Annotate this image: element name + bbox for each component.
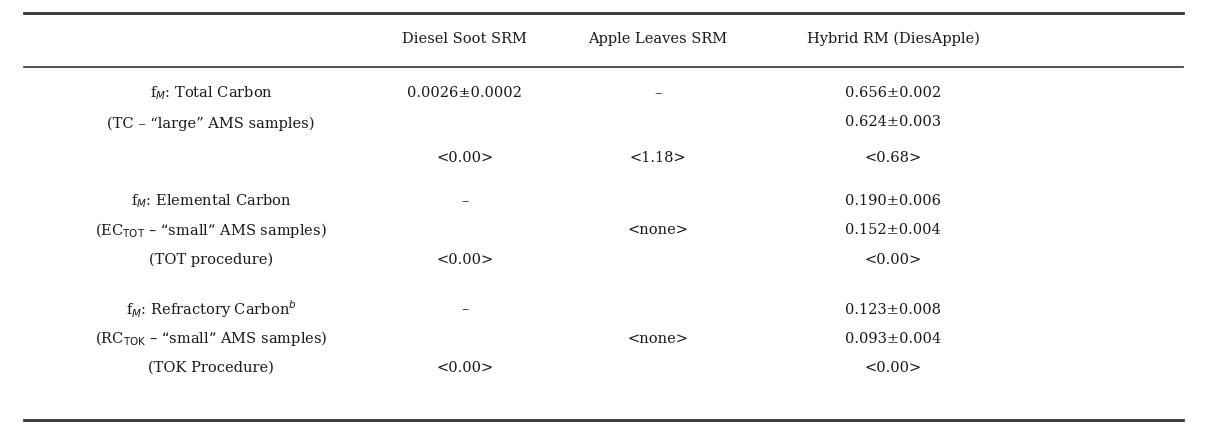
Text: 0.0026±0.0002: 0.0026±0.0002 xyxy=(407,86,523,100)
Text: 0.123±0.008: 0.123±0.008 xyxy=(845,303,941,317)
Text: f$_M$: Refractory Carbon$^b$: f$_M$: Refractory Carbon$^b$ xyxy=(126,299,297,320)
Text: (RC$_{\mathrm{TOK}}$ – “small” AMS samples): (RC$_{\mathrm{TOK}}$ – “small” AMS sampl… xyxy=(95,329,327,348)
Text: 0.093±0.004: 0.093±0.004 xyxy=(845,332,941,346)
Text: f$_M$: Elemental Carbon: f$_M$: Elemental Carbon xyxy=(132,193,291,210)
Text: <0.00>: <0.00> xyxy=(436,361,494,375)
Text: 0.152±0.004: 0.152±0.004 xyxy=(845,223,941,237)
Text: <0.68>: <0.68> xyxy=(864,151,922,165)
Text: <none>: <none> xyxy=(628,223,688,237)
Text: –: – xyxy=(654,86,661,100)
Text: <0.00>: <0.00> xyxy=(864,253,922,267)
Text: 0.656±0.002: 0.656±0.002 xyxy=(845,86,941,100)
Text: (EC$_{\mathrm{TOT}}$ – “small” AMS samples): (EC$_{\mathrm{TOT}}$ – “small” AMS sampl… xyxy=(95,221,327,240)
Text: <1.18>: <1.18> xyxy=(629,151,687,165)
Text: Diesel Soot SRM: Diesel Soot SRM xyxy=(402,32,527,46)
Text: –: – xyxy=(461,194,468,208)
Text: Hybrid RM (DiesApple): Hybrid RM (DiesApple) xyxy=(806,32,980,46)
Text: <0.00>: <0.00> xyxy=(436,253,494,267)
Text: (TC – “large” AMS samples): (TC – “large” AMS samples) xyxy=(107,116,315,131)
Text: (TOK Procedure): (TOK Procedure) xyxy=(148,361,274,375)
Text: –: – xyxy=(461,86,468,100)
Text: <0.00>: <0.00> xyxy=(864,361,922,375)
Text: 0.190±0.006: 0.190±0.006 xyxy=(845,194,941,208)
Text: 0.624±0.003: 0.624±0.003 xyxy=(845,115,941,129)
Text: <none>: <none> xyxy=(628,332,688,346)
Text: <0.00>: <0.00> xyxy=(436,151,494,165)
Text: Apple Leaves SRM: Apple Leaves SRM xyxy=(588,32,728,46)
Text: –: – xyxy=(461,303,468,317)
Text: (TOT procedure): (TOT procedure) xyxy=(150,252,273,267)
Text: f$_M$: Total Carbon: f$_M$: Total Carbon xyxy=(150,84,273,102)
